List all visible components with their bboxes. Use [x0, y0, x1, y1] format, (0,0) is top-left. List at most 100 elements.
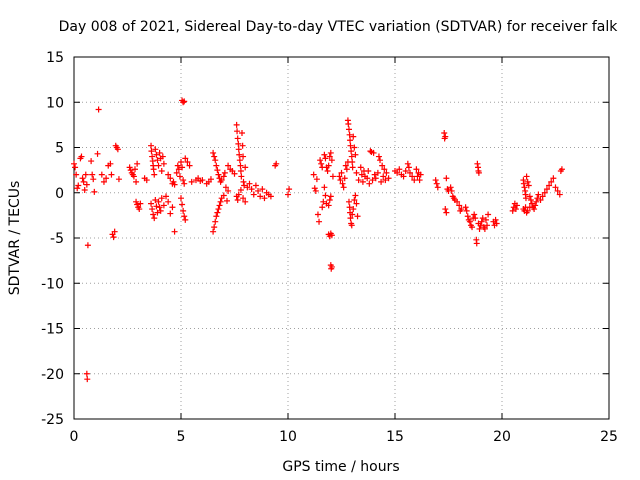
- data-point: [310, 171, 317, 178]
- data-point: [110, 234, 117, 241]
- data-point: [433, 180, 440, 187]
- data-point: [340, 184, 347, 191]
- data-point: [237, 162, 244, 169]
- data-point: [372, 175, 379, 182]
- data-point: [165, 198, 172, 205]
- data-point: [443, 175, 450, 182]
- data-point: [83, 181, 90, 188]
- data-point: [181, 98, 188, 105]
- data-point: [167, 175, 174, 182]
- data-point: [374, 169, 381, 176]
- data-point: [349, 211, 356, 218]
- data-point: [525, 182, 532, 189]
- data-point: [328, 232, 335, 239]
- data-point: [89, 171, 96, 178]
- data-point: [237, 168, 244, 175]
- data-point: [413, 166, 420, 173]
- data-point: [539, 193, 546, 200]
- data-point: [152, 196, 159, 203]
- data-point: [478, 218, 485, 225]
- data-point: [417, 171, 424, 178]
- data-point: [215, 171, 222, 178]
- data-point: [222, 184, 229, 191]
- data-point: [179, 164, 186, 171]
- data-point: [224, 197, 231, 204]
- data-point: [364, 175, 371, 182]
- data-point: [165, 171, 172, 178]
- data-point: [163, 193, 170, 200]
- data-point: [531, 206, 538, 213]
- x-tick-label: 10: [279, 429, 297, 445]
- data-point: [327, 193, 334, 200]
- data-point: [75, 182, 82, 189]
- data-point: [345, 126, 352, 133]
- data-point: [181, 213, 188, 220]
- y-tick-label: 0: [55, 186, 64, 202]
- data-point: [378, 178, 385, 185]
- data-point: [210, 228, 217, 235]
- data-point: [521, 184, 528, 191]
- data-point: [554, 187, 561, 194]
- data-point: [211, 224, 218, 231]
- data-point: [329, 173, 336, 180]
- data-point: [155, 198, 162, 205]
- data-point: [526, 193, 533, 200]
- data-point: [100, 178, 107, 185]
- data-point: [313, 176, 320, 183]
- data-point: [173, 169, 180, 176]
- data-point: [477, 222, 484, 229]
- chart-grid: [74, 57, 609, 419]
- data-point: [375, 153, 382, 160]
- data-point: [348, 222, 355, 229]
- data-point: [235, 146, 242, 153]
- y-tick-label: -20: [41, 367, 64, 383]
- data-point: [380, 173, 387, 180]
- data-point: [236, 157, 243, 164]
- data-point: [233, 121, 240, 128]
- data-point: [220, 173, 227, 180]
- data-point: [231, 170, 238, 177]
- data-point: [248, 186, 255, 193]
- data-point: [267, 193, 274, 200]
- data-point: [134, 160, 141, 167]
- data-point: [240, 178, 247, 185]
- x-tick-label: 25: [600, 429, 618, 445]
- data-point: [259, 186, 266, 193]
- data-point: [524, 178, 531, 185]
- data-point: [261, 195, 268, 202]
- data-point: [350, 206, 357, 213]
- data-point: [180, 207, 187, 214]
- data-point: [94, 150, 101, 157]
- data-point: [409, 173, 416, 180]
- data-point: [148, 142, 155, 149]
- data-point: [236, 151, 243, 158]
- data-point: [349, 158, 356, 165]
- data-point: [82, 171, 89, 178]
- data-point: [239, 142, 246, 149]
- data-point: [351, 144, 358, 151]
- data-point: [285, 191, 291, 198]
- data-point: [158, 195, 165, 202]
- data-point: [479, 215, 486, 222]
- data-point: [156, 204, 163, 211]
- data-point: [541, 189, 548, 196]
- data-point: [225, 162, 232, 169]
- data-point: [432, 177, 439, 184]
- data-point: [286, 186, 293, 193]
- data-point: [447, 184, 454, 191]
- data-point: [473, 240, 480, 247]
- data-point: [365, 168, 372, 175]
- data-point: [466, 218, 473, 225]
- data-point: [522, 195, 529, 202]
- data-point: [154, 209, 161, 216]
- data-point: [352, 151, 359, 158]
- y-tick-label: -15: [41, 322, 64, 338]
- data-point: [558, 166, 565, 173]
- data-point: [213, 162, 220, 169]
- data-point: [326, 153, 333, 160]
- data-point: [325, 202, 332, 209]
- data-point: [216, 202, 223, 209]
- data-point: [314, 211, 321, 218]
- data-point: [346, 204, 353, 211]
- data-point: [349, 164, 356, 171]
